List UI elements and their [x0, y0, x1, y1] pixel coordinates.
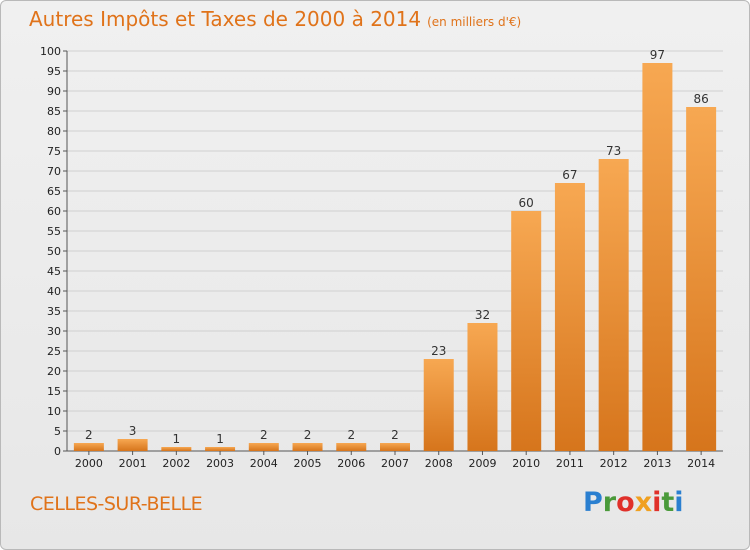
- bar-2006: [336, 443, 367, 451]
- y-tick-label: 90: [47, 85, 61, 98]
- y-tick-label: 15: [47, 385, 61, 398]
- bar-2003: [205, 447, 236, 451]
- bar-2008: [423, 359, 454, 451]
- commune-name: CELLES-SUR-BELLE: [30, 493, 203, 515]
- y-tick-label: 20: [47, 365, 61, 378]
- x-tick-label-2001: 2001: [119, 457, 147, 470]
- value-label-2001: 3: [129, 424, 137, 438]
- value-label-2006: 2: [347, 428, 355, 442]
- value-label-2007: 2: [391, 428, 399, 442]
- x-tick-label-2008: 2008: [425, 457, 453, 470]
- x-tick-label-2009: 2009: [468, 457, 496, 470]
- x-tick-labels: 2000 2001 2002 2003 2004 2005 2006 2007 2008 2009…: [75, 457, 715, 470]
- y-tick-label: 65: [47, 185, 61, 198]
- x-tick-label-2004: 2004: [250, 457, 278, 470]
- x-tick-label-2007: 2007: [381, 457, 409, 470]
- value-label-2012: 73: [606, 144, 621, 158]
- y-tick-label: 100: [40, 45, 61, 58]
- bars: [73, 63, 717, 451]
- x-tick-label-2014: 2014: [687, 457, 715, 470]
- y-tick-label: 10: [47, 405, 61, 418]
- x-tick-label-2000: 2000: [75, 457, 103, 470]
- y-tick-label: 0: [54, 445, 61, 458]
- bar-2011: [554, 183, 585, 451]
- y-tick-label: 45: [47, 265, 61, 278]
- x-tick-label-2005: 2005: [294, 457, 322, 470]
- value-label-2000: 2: [85, 428, 93, 442]
- value-label-2003: 1: [216, 432, 224, 446]
- x-tick-label-2010: 2010: [512, 457, 540, 470]
- y-tick-label: 30: [47, 325, 61, 338]
- bar-2009: [467, 323, 498, 451]
- x-tick-label-2012: 2012: [600, 457, 628, 470]
- x-tick-label-2006: 2006: [337, 457, 365, 470]
- value-label-2005: 2: [304, 428, 312, 442]
- y-tick-label: 55: [47, 225, 61, 238]
- proxiti-logo: Proxiti: [583, 487, 684, 518]
- value-label-2013: 97: [650, 48, 665, 62]
- value-label-2014: 86: [693, 92, 708, 106]
- x-tick-label-2003: 2003: [206, 457, 234, 470]
- bar-2012: [598, 159, 629, 451]
- chart-title-text: Autres Impôts et Taxes de 2000 à 2014: [29, 7, 422, 31]
- value-label-2010: 60: [519, 196, 534, 210]
- bar-2014: [686, 107, 717, 451]
- x-tick-label-2002: 2002: [162, 457, 190, 470]
- y-tick-label: 80: [47, 125, 61, 138]
- bar-2000: [73, 443, 104, 451]
- y-tick-label: 60: [47, 205, 61, 218]
- value-label-2011: 67: [562, 168, 577, 182]
- bar-2013: [642, 63, 673, 451]
- value-label-2002: 1: [173, 432, 181, 446]
- bar-2002: [161, 447, 192, 451]
- x-tick-label-2013: 2013: [643, 457, 671, 470]
- y-tick-label: 50: [47, 245, 61, 258]
- bar-2010: [511, 211, 542, 451]
- y-tick-label: 5: [54, 425, 61, 438]
- y-tick-labels: 0 5 10 15 20 25 30 35 40 45 50 55 60 65 70 75 80 85 90 95 10…: [40, 45, 61, 458]
- bar-2007: [380, 443, 410, 451]
- y-tick-label: 25: [47, 345, 61, 358]
- value-label-2009: 32: [475, 308, 490, 322]
- bar-2001: [117, 439, 148, 451]
- unit-note: (en milliers d'€): [427, 15, 522, 29]
- value-label-2004: 2: [260, 428, 268, 442]
- y-tick-label: 75: [47, 145, 61, 158]
- bar-2004: [248, 443, 279, 451]
- y-tick-label: 95: [47, 65, 61, 78]
- y-tick-label: 85: [47, 105, 61, 118]
- y-tick-label: 40: [47, 285, 61, 298]
- chart-title: Autres Impôts et Taxes de 2000 à 2014 (en…: [29, 7, 521, 31]
- value-label-2008: 23: [431, 344, 446, 358]
- x-tick-label-2011: 2011: [556, 457, 584, 470]
- y-tick-label: 70: [47, 165, 61, 178]
- y-tick-label: 35: [47, 305, 61, 318]
- bar-2005: [292, 443, 323, 451]
